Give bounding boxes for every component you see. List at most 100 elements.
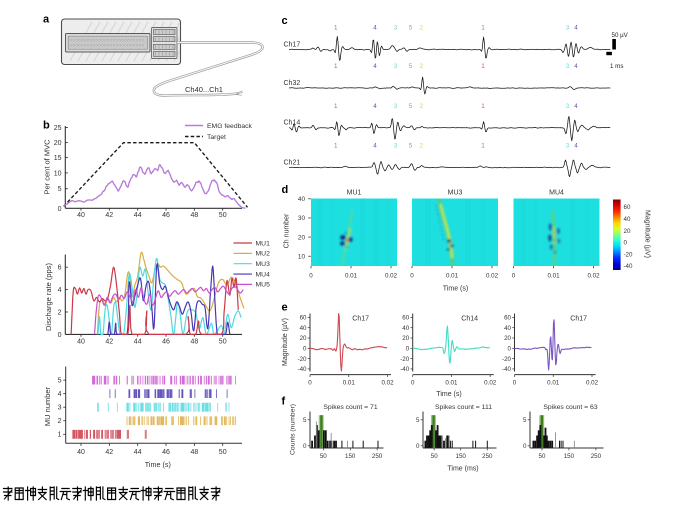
svg-text:40: 40 (298, 196, 306, 203)
svg-text:Ch21: Ch21 (284, 159, 301, 166)
svg-text:4: 4 (373, 63, 377, 70)
svg-text:0.02: 0.02 (381, 380, 394, 387)
svg-text:4: 4 (574, 63, 578, 70)
svg-text:1: 1 (334, 25, 338, 32)
svg-text:1: 1 (481, 25, 485, 32)
svg-text:150: 150 (345, 453, 356, 460)
svg-text:Target: Target (207, 134, 226, 141)
svg-text:0.01: 0.01 (547, 273, 560, 280)
svg-text:-20: -20 (400, 356, 410, 363)
svg-text:3: 3 (394, 25, 398, 32)
svg-text:5: 5 (303, 417, 307, 424)
svg-text:46: 46 (162, 449, 170, 456)
svg-text:44: 44 (134, 212, 142, 219)
svg-text:Time (ms): Time (ms) (447, 466, 478, 473)
svg-text:150: 150 (456, 453, 467, 460)
svg-text:0: 0 (512, 273, 516, 280)
svg-text:20: 20 (298, 234, 306, 241)
svg-text:0.01: 0.01 (445, 380, 458, 387)
svg-text:60: 60 (402, 315, 409, 322)
svg-text:10: 10 (54, 170, 62, 177)
svg-text:1: 1 (334, 103, 338, 110)
svg-text:50: 50 (219, 449, 227, 456)
svg-text:c: c (282, 15, 288, 27)
svg-text:60: 60 (624, 204, 631, 211)
svg-text:1 ms: 1 ms (610, 63, 623, 70)
svg-text:0: 0 (309, 273, 313, 280)
svg-text:250: 250 (482, 453, 493, 460)
svg-text:20: 20 (504, 335, 511, 342)
svg-text:48: 48 (191, 212, 199, 219)
svg-text:5: 5 (58, 186, 62, 193)
svg-text:MU1: MU1 (347, 190, 362, 197)
svg-text:42: 42 (105, 212, 113, 219)
svg-text:40: 40 (624, 216, 631, 223)
svg-text:MU3: MU3 (448, 190, 463, 197)
svg-text:42: 42 (105, 339, 113, 346)
svg-text:0: 0 (411, 380, 415, 387)
svg-text:44: 44 (134, 449, 142, 456)
svg-text:44: 44 (134, 339, 142, 346)
svg-text:1: 1 (481, 143, 485, 150)
svg-text:46: 46 (162, 212, 170, 219)
svg-text:250: 250 (372, 453, 383, 460)
svg-text:1: 1 (481, 103, 485, 110)
svg-text:5: 5 (58, 378, 62, 385)
svg-text:d: d (282, 184, 289, 196)
svg-text:40: 40 (300, 325, 307, 332)
svg-text:50: 50 (320, 453, 327, 460)
svg-text:3: 3 (566, 143, 570, 150)
svg-text:MU4: MU4 (256, 271, 271, 278)
svg-text:-40: -40 (502, 366, 512, 373)
svg-text:3: 3 (58, 405, 62, 412)
svg-text:3: 3 (566, 25, 570, 32)
svg-text:4: 4 (574, 103, 578, 110)
svg-text:60: 60 (300, 315, 307, 322)
svg-text:Spikes count = 111: Spikes count = 111 (435, 404, 492, 411)
svg-text:0.02: 0.02 (586, 380, 599, 387)
svg-text:3: 3 (566, 63, 570, 70)
svg-text:250: 250 (591, 453, 602, 460)
svg-text:40: 40 (402, 325, 409, 332)
svg-text:3: 3 (394, 143, 398, 150)
svg-text:0: 0 (58, 206, 62, 213)
svg-text:50: 50 (431, 453, 438, 460)
svg-text:48: 48 (191, 449, 199, 456)
svg-text:Ch32: Ch32 (284, 80, 301, 87)
svg-text:1: 1 (334, 143, 338, 150)
svg-text:2: 2 (420, 103, 424, 110)
svg-text:60: 60 (504, 315, 511, 322)
svg-text:MU5: MU5 (256, 282, 271, 289)
svg-text:2: 2 (420, 25, 424, 32)
svg-text:f: f (282, 395, 286, 407)
svg-text:4: 4 (574, 25, 578, 32)
svg-text:5: 5 (409, 103, 413, 110)
svg-text:0.02: 0.02 (385, 273, 398, 280)
svg-text:Per cent of MVC: Per cent of MVC (43, 139, 52, 195)
svg-text:15: 15 (54, 155, 62, 162)
svg-text:-40: -40 (400, 366, 410, 373)
svg-text:0.02: 0.02 (587, 273, 600, 280)
svg-text:5: 5 (523, 417, 527, 424)
svg-text:40: 40 (77, 449, 85, 456)
svg-text:4: 4 (373, 143, 377, 150)
svg-text:50 µV: 50 µV (612, 32, 629, 39)
svg-text:Time (s): Time (s) (145, 460, 171, 469)
svg-text:5: 5 (409, 143, 413, 150)
svg-text:0: 0 (58, 332, 62, 339)
svg-text:e: e (282, 302, 288, 314)
svg-text:10: 10 (298, 253, 306, 260)
svg-text:MU1: MU1 (256, 240, 271, 247)
svg-text:0: 0 (624, 240, 628, 247)
svg-text:Counts (number): Counts (number) (290, 404, 297, 455)
svg-text:5: 5 (409, 63, 413, 70)
svg-text:-20: -20 (502, 356, 512, 363)
svg-text:0: 0 (303, 443, 307, 450)
svg-text:0: 0 (523, 443, 527, 450)
svg-text:Time (s): Time (s) (436, 391, 461, 398)
svg-text:b: b (43, 119, 50, 131)
svg-text:Ch17: Ch17 (570, 315, 587, 322)
svg-text:0.01: 0.01 (345, 273, 358, 280)
svg-text:Ch14: Ch14 (461, 315, 478, 322)
svg-text:20: 20 (54, 140, 62, 147)
